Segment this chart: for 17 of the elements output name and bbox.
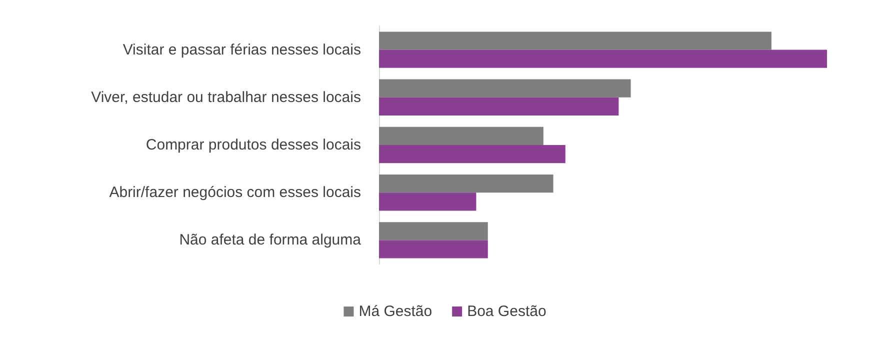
legend-label: Má Gestão [358,303,432,320]
bar [379,97,619,116]
y-tick-label: Visitar e passar férias nesses locais [122,41,361,58]
y-tick-label: Abrir/fazer negócios com esses locais [109,184,361,202]
y-tick-label: Não afeta de forma alguma [179,232,362,249]
bar [379,192,476,211]
y-tick-label: Viver, estudar ou trabalhar nesses locais [91,88,361,106]
bar [379,126,544,145]
bar [379,174,554,193]
bar [379,145,566,164]
bar [379,222,488,240]
bar [379,79,631,98]
y-tick-label: Comprar produtos desses locais [146,136,361,154]
bar [379,32,772,50]
legend-label: Boa Gestão [467,303,546,320]
bar [379,240,488,258]
bar [379,50,827,68]
